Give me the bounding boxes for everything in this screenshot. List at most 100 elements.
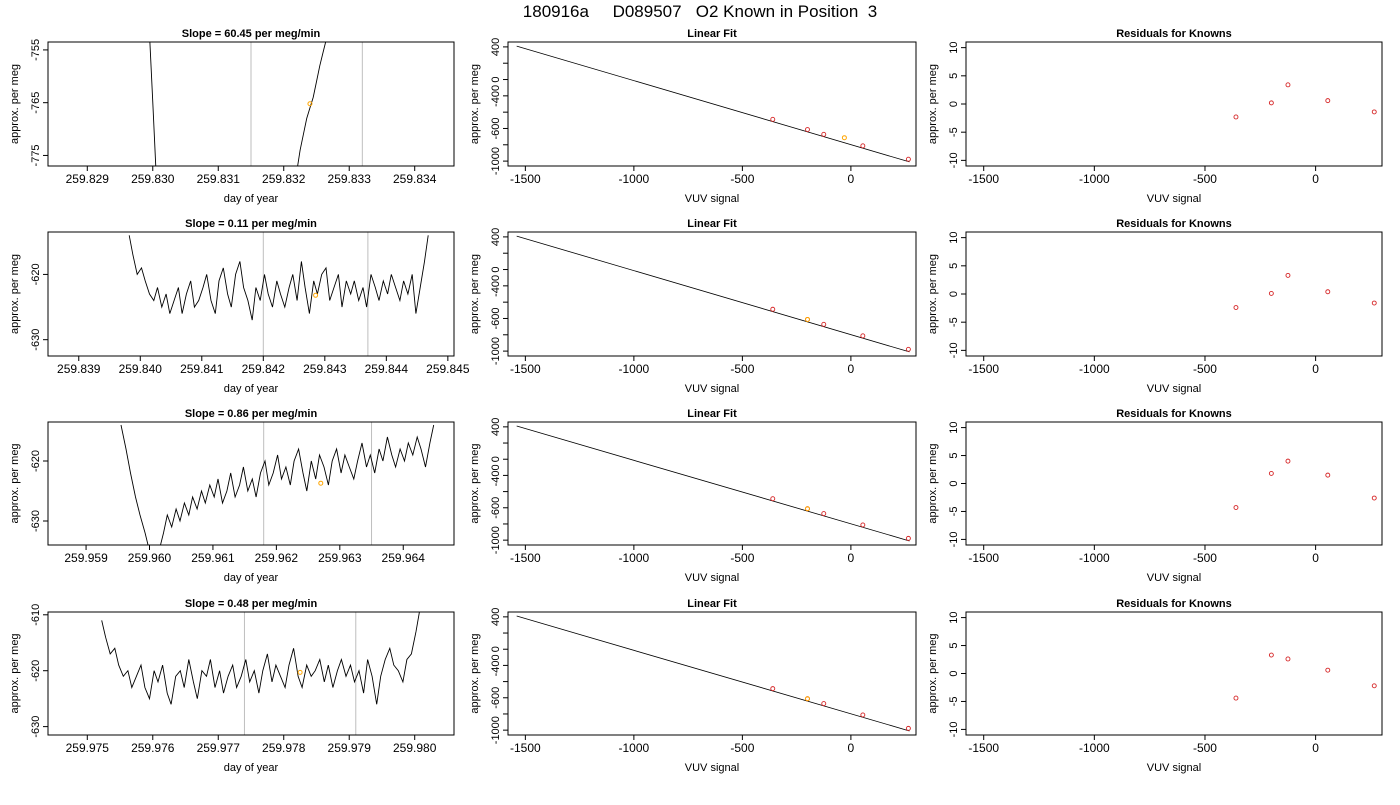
data-series-line — [149, 42, 157, 166]
panel-fit-row-1: Linear Fit -1500 -1000 -500 0 -1000 -600 -400 0 4… — [469, 28, 917, 205]
x-tick-label: -1000 — [1079, 362, 1110, 376]
highlight-point — [841, 135, 847, 141]
data-point — [860, 333, 866, 339]
data-point — [1371, 683, 1377, 689]
y-tick-label: -1000 — [490, 337, 502, 365]
data-point — [1268, 290, 1274, 296]
data-point — [905, 725, 911, 731]
panel-title: Residuals for Knowns — [1116, 28, 1232, 40]
x-axis-label: VUV signal — [685, 383, 739, 395]
plot-frame — [965, 231, 1383, 357]
data-point — [1233, 114, 1239, 120]
y-tick-label: 10 — [948, 421, 960, 433]
y-tick-label: 400 — [490, 228, 502, 246]
x-axis-label: day of year — [224, 572, 279, 584]
panel-fit-row-4: Linear Fit -1500 -1000 -500 0 -1000 -600 -400 0 4… — [469, 598, 917, 774]
y-tick-label: -400 — [490, 275, 502, 297]
x-tick-label: -1000 — [1079, 741, 1110, 755]
data-layer — [1233, 82, 1377, 120]
y-tick-label: -10 — [948, 152, 960, 168]
x-tick-label: 259.831 — [197, 172, 241, 186]
y-tick-label: 10 — [948, 611, 960, 623]
y-tick-label: 400 — [490, 38, 502, 56]
highlight-point — [297, 669, 303, 675]
data-point — [1268, 470, 1274, 476]
panel-title: Slope = 0.86 per meg/min — [185, 408, 318, 420]
data-series-line — [101, 612, 420, 705]
x-tick-label: -1500 — [968, 741, 999, 755]
panel-title: Residuals for Knowns — [1116, 408, 1232, 420]
x-tick-label: -500 — [730, 172, 754, 186]
data-point — [1233, 505, 1239, 510]
panel-slope-row-1: Slope = 60.45 per meg/min 259.829 259.830 2… — [9, 28, 455, 205]
data-point — [905, 346, 911, 352]
data-point — [1285, 458, 1291, 464]
highlight-point — [313, 292, 319, 298]
data-layer — [1233, 272, 1377, 310]
y-tick-label: -610 — [30, 604, 42, 626]
x-tick-label: 259.963 — [318, 551, 362, 565]
x-tick-label: -1000 — [1079, 551, 1110, 565]
y-tick-label: 5 — [948, 452, 960, 458]
data-point — [770, 306, 776, 312]
x-tick-label: -1000 — [619, 551, 650, 565]
plot-frame — [965, 421, 1383, 546]
x-tick-label: -500 — [730, 362, 754, 376]
x-tick-label: 0 — [1312, 741, 1319, 755]
x-tick-label: -1500 — [968, 362, 999, 376]
x-tick-label: -1000 — [1079, 172, 1110, 186]
y-axis-label: approx. per meg — [9, 254, 21, 334]
data-point — [1233, 305, 1239, 310]
y-tick-label: 5 — [948, 73, 960, 79]
panel-title: Slope = 0.11 per meg/min — [185, 218, 317, 230]
highlight-point — [804, 506, 810, 512]
x-tick-label: -1500 — [968, 551, 999, 565]
data-point — [1285, 82, 1291, 88]
x-tick-label: 0 — [848, 741, 855, 755]
y-axis-label: approx. per meg — [927, 633, 939, 713]
data-series-line — [128, 235, 429, 321]
data-point — [821, 321, 827, 327]
y-tick-label: -630 — [30, 716, 42, 738]
panel-title: Linear Fit — [687, 218, 737, 230]
plot-frame — [47, 231, 455, 357]
x-tick-label: 259.979 — [328, 741, 372, 755]
x-axis-label: VUV signal — [685, 193, 739, 205]
data-point — [1371, 300, 1377, 306]
y-axis-label: approx. per meg — [469, 254, 481, 334]
panel-title: Slope = 0.48 per meg/min — [185, 598, 318, 610]
y-axis-label: approx. per meg — [469, 64, 481, 144]
y-tick-label: -400 — [490, 654, 502, 676]
x-tick-label: 0 — [1312, 551, 1319, 565]
x-tick-label: -500 — [1193, 172, 1217, 186]
y-axis-label: approx. per meg — [9, 633, 21, 713]
x-axis-label: VUV signal — [685, 762, 739, 774]
x-tick-label: -500 — [730, 741, 754, 755]
y-tick-label: -1000 — [490, 147, 502, 175]
y-tick-label: 10 — [948, 232, 960, 244]
panel-slope-row-2: Slope = 0.11 per meg/min 259.839 259.840 25… — [9, 218, 470, 395]
x-tick-label: 259.962 — [255, 551, 299, 565]
x-tick-label: 259.839 — [57, 362, 101, 376]
y-tick-label: -5 — [948, 317, 960, 327]
x-tick-label: -1000 — [619, 741, 650, 755]
x-tick-label: 0 — [848, 172, 855, 186]
y-axis-label: approx. per meg — [469, 443, 481, 523]
x-axis-label: VUV signal — [1147, 762, 1201, 774]
x-tick-label: 259.978 — [262, 741, 306, 755]
x-tick-label: 259.977 — [197, 741, 241, 755]
x-tick-label: 259.829 — [66, 172, 110, 186]
panel-title: Linear Fit — [687, 28, 737, 40]
data-point — [770, 496, 776, 502]
data-point — [1268, 652, 1274, 658]
plot-frame — [47, 41, 455, 167]
data-point — [1325, 289, 1331, 295]
y-axis-label: approx. per meg — [927, 443, 939, 523]
data-point — [770, 116, 776, 122]
y-tick-label: -600 — [490, 497, 502, 519]
plot-frame — [507, 231, 917, 357]
x-tick-label: 259.980 — [393, 741, 437, 755]
x-tick-label: 259.845 — [426, 362, 470, 376]
plot-frame — [47, 421, 455, 546]
